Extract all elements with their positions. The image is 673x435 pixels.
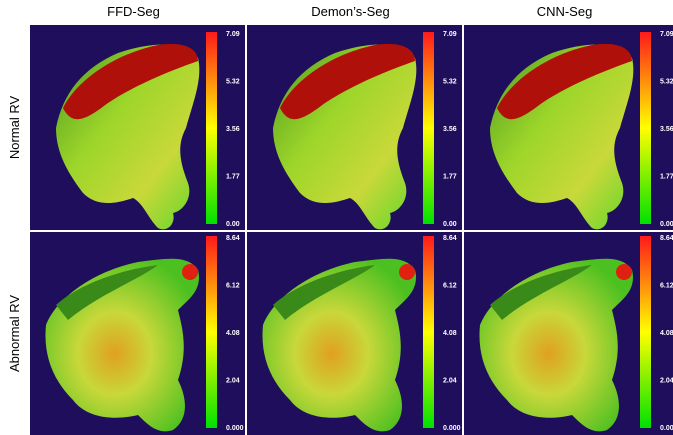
colorbar-tick-label: 0.00 bbox=[226, 221, 240, 228]
colorbar bbox=[206, 32, 217, 224]
colorbar-tick-label: 6.12 bbox=[443, 282, 457, 289]
colorbar-tick-label: 3.56 bbox=[660, 126, 673, 133]
colorbar-tick-label: 1.77 bbox=[443, 173, 457, 180]
colorbar-tick-label: 8.64 bbox=[226, 235, 240, 242]
colorbar-tick-label: 4.08 bbox=[443, 330, 457, 337]
colorbar-tick-label: 5.32 bbox=[226, 78, 240, 85]
colorbar-tick-label: 6.12 bbox=[226, 282, 240, 289]
colorbar-tick-label: 0.000 bbox=[660, 425, 673, 432]
colorbar-tick-label: 4.08 bbox=[660, 330, 673, 337]
colorbar-tick-label: 0.00 bbox=[443, 221, 457, 228]
colorbar-tick-label: 7.09 bbox=[443, 31, 457, 38]
colorbar-tick-label: 6.12 bbox=[660, 282, 673, 289]
colorbar-tick-label: 1.77 bbox=[660, 173, 673, 180]
colorbar-tick-label: 2.04 bbox=[226, 377, 240, 384]
panel: 8.64 6.12 4.08 2.04 0.000 bbox=[30, 232, 245, 435]
row-label: Abnormal RV bbox=[7, 295, 22, 372]
column-header: Demon’s-Seg bbox=[311, 4, 390, 19]
colorbar-tick-label: 3.56 bbox=[443, 126, 457, 133]
colorbar bbox=[640, 32, 651, 224]
colorbar-tick-label: 0.00 bbox=[660, 221, 673, 228]
column-header: FFD-Seg bbox=[107, 4, 160, 19]
panel: 8.64 6.12 4.08 2.04 0.000 bbox=[247, 232, 462, 435]
row-label: Normal RV bbox=[7, 96, 22, 160]
colorbar-tick-label: 2.04 bbox=[443, 377, 457, 384]
colorbar-tick-label: 0.000 bbox=[226, 425, 244, 432]
figure: FFD-Seg Demon’s-Seg CNN-Seg Normal RV 7.09 5.… bbox=[0, 0, 673, 435]
colorbar-tick-label: 3.56 bbox=[226, 126, 240, 133]
colorbar-tick-label: 7.09 bbox=[226, 31, 240, 38]
colorbar-tick-label: 1.77 bbox=[226, 173, 240, 180]
colorbar bbox=[640, 236, 651, 428]
colorbar-tick-label: 7.09 bbox=[660, 31, 673, 38]
panel: 7.09 5.32 3.56 1.77 0.00 bbox=[30, 25, 245, 230]
panel: 8.64 6.12 4.08 2.04 0.000 bbox=[464, 232, 673, 435]
panel: 7.09 5.32 3.56 1.77 0.00 bbox=[464, 25, 673, 230]
colorbar-tick-label: 5.32 bbox=[443, 78, 457, 85]
column-header: CNN-Seg bbox=[537, 4, 593, 19]
panel: 7.09 5.32 3.56 1.77 0.00 bbox=[247, 25, 462, 230]
colorbar-tick-label: 2.04 bbox=[660, 377, 673, 384]
colorbar bbox=[423, 32, 434, 224]
colorbar-tick-label: 8.64 bbox=[660, 235, 673, 242]
colorbar-tick-label: 0.000 bbox=[443, 425, 461, 432]
colorbar-tick-label: 5.32 bbox=[660, 78, 673, 85]
colorbar bbox=[206, 236, 217, 428]
colorbar bbox=[423, 236, 434, 428]
colorbar-tick-label: 4.08 bbox=[226, 330, 240, 337]
colorbar-tick-label: 8.64 bbox=[443, 235, 457, 242]
